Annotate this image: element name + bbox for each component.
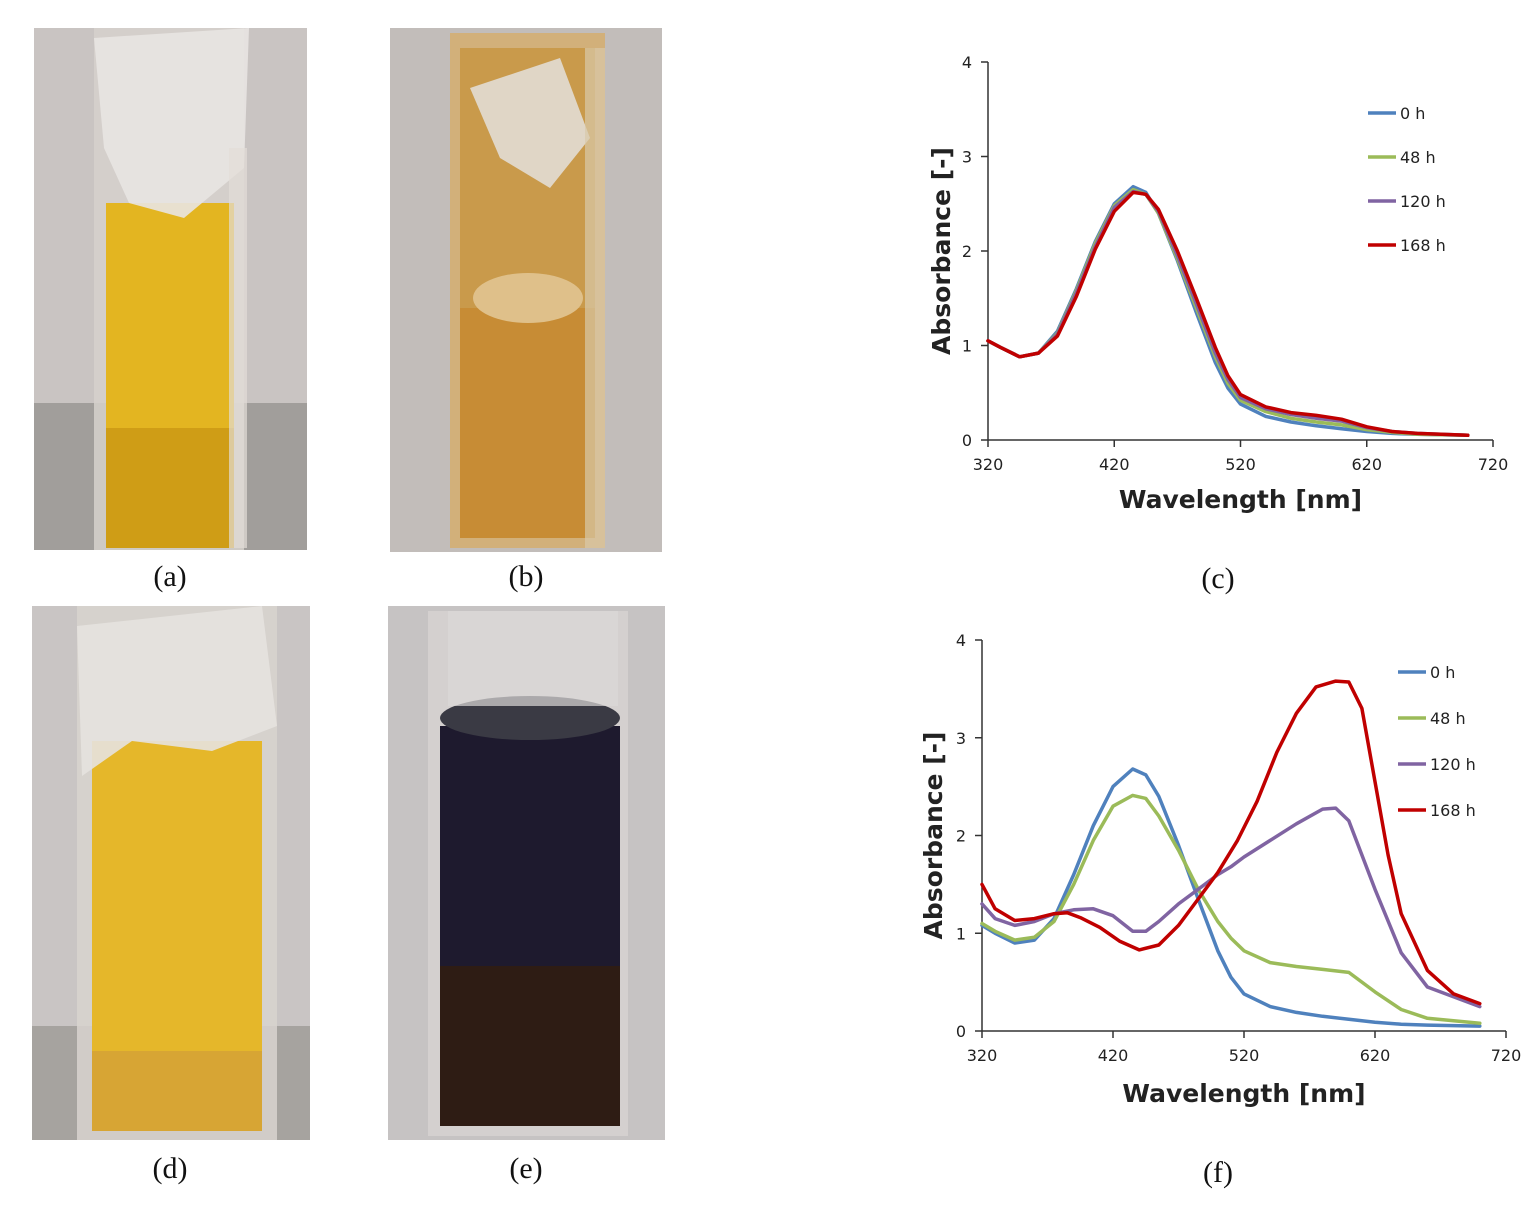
photo-d-cuvette-yellow — [32, 606, 310, 1140]
legend-label: 168 h — [1400, 236, 1446, 255]
x-axis-label: Wavelength [nm] — [1122, 1079, 1365, 1108]
series-line-48h — [980, 793, 1482, 1025]
y-axis-label: Absorbance [-] — [927, 147, 956, 355]
x-tick-label: 620 — [1360, 1046, 1391, 1065]
caption-e: (e) — [509, 1152, 543, 1185]
x-tick-label: 720 — [1478, 455, 1509, 474]
y-tick-label: 2 — [962, 242, 972, 261]
y-tick-label: 4 — [962, 53, 972, 72]
legend-label: 120 h — [1430, 755, 1476, 774]
x-tick-label: 320 — [967, 1046, 998, 1065]
legend-label: 0 h — [1400, 104, 1425, 123]
y-axis-label: Absorbance [-] — [919, 732, 948, 940]
legend-label: 48 h — [1430, 709, 1466, 728]
chart-c-absorbance: 320 420 520 620 720 0 1 2 3 4 Wavelength [nm] Absor… — [927, 53, 1509, 514]
y-tick-label: 3 — [956, 729, 966, 748]
series-line-168h — [980, 679, 1482, 1006]
x-axis-label: Wavelength [nm] — [1119, 485, 1362, 514]
x-tick-label: 620 — [1351, 455, 1382, 474]
y-tick-label: 4 — [956, 631, 966, 650]
legend-label: 168 h — [1430, 801, 1476, 820]
legend-label: 0 h — [1430, 663, 1455, 682]
x-tick-label: 520 — [1225, 455, 1256, 474]
x-tick-label: 720 — [1491, 1046, 1522, 1065]
x-tick-label: 420 — [1098, 1046, 1129, 1065]
series-line-0h — [980, 767, 1482, 1028]
x-tick-label: 320 — [973, 455, 1004, 474]
x-tick-label: 520 — [1229, 1046, 1260, 1065]
photo-a-cuvette-yellow — [34, 28, 307, 550]
photo-e-cuvette-dark — [388, 606, 665, 1140]
y-tick-label: 1 — [962, 337, 972, 356]
caption-b: (b) — [508, 560, 544, 593]
caption-c: (c) — [1201, 562, 1235, 595]
legend-label: 120 h — [1400, 192, 1446, 211]
y-tick-label: 3 — [962, 148, 972, 167]
caption-a: (a) — [153, 560, 187, 593]
y-tick-label: 0 — [956, 1022, 966, 1041]
y-tick-label: 1 — [956, 924, 966, 943]
y-tick-label: 2 — [956, 827, 966, 846]
caption-d: (d) — [152, 1152, 188, 1185]
caption-f: (f) — [1203, 1156, 1233, 1189]
legend-label: 48 h — [1400, 148, 1436, 167]
series-line-168h — [986, 190, 1470, 438]
x-tick-label: 420 — [1099, 455, 1130, 474]
y-tick-label: 0 — [962, 431, 972, 450]
photo-b-cuvette-orange — [390, 28, 662, 552]
